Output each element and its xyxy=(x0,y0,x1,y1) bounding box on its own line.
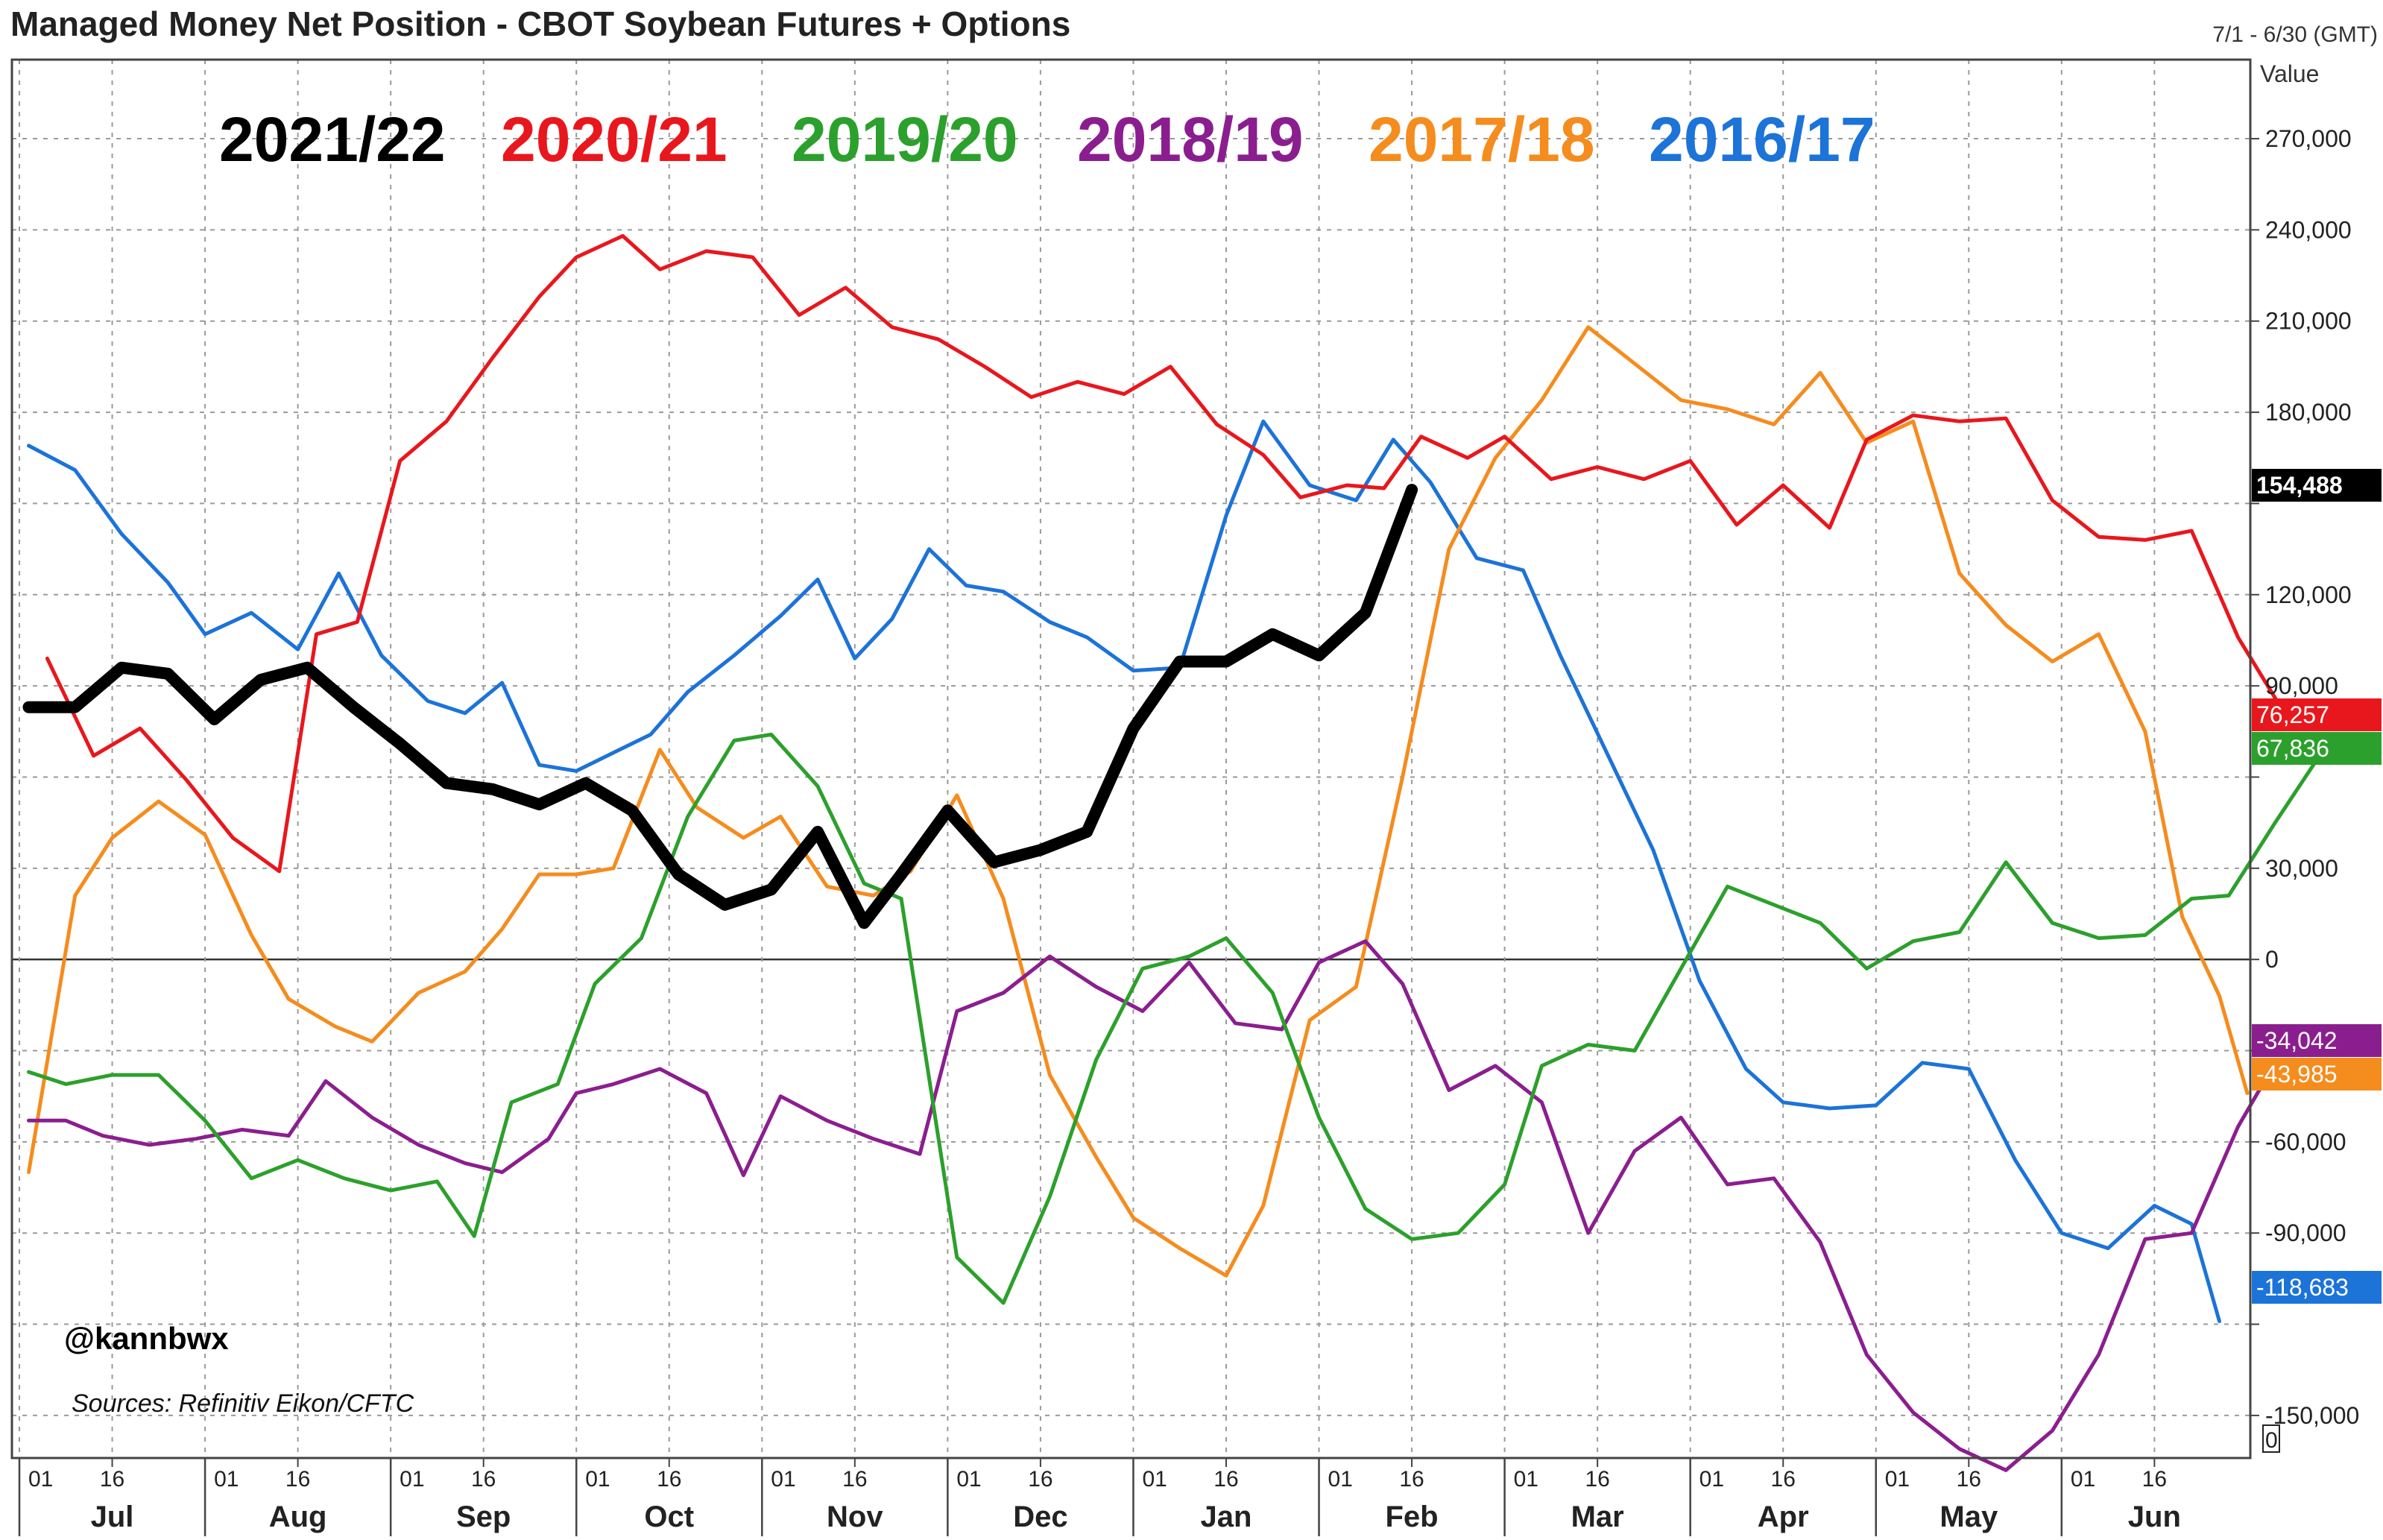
y-tick-label: -60,000 xyxy=(2265,1129,2346,1155)
y-tick-label: 270,000 xyxy=(2265,125,2352,152)
end-value-label: -34,042 xyxy=(2256,1027,2338,1054)
x-day-label: 16 xyxy=(285,1467,310,1492)
y-axis-bottom-marker-label: 0 xyxy=(2265,1428,2278,1453)
end-value-labels: 154,488 76,257 67,836 -34,042 -43,985 -118,68… xyxy=(2252,469,2382,1304)
y-tick-label: 180,000 xyxy=(2265,399,2352,426)
x-day-label: 01 xyxy=(1514,1467,1538,1492)
x-month-label: Aug xyxy=(269,1500,327,1533)
x-day-label: 01 xyxy=(2071,1467,2095,1492)
series-line-2017-18 xyxy=(27,325,2250,1278)
legend-item: 2016/17 xyxy=(1649,104,1875,174)
x-day-label: 01 xyxy=(1885,1467,1910,1492)
y-tick-label: 0 xyxy=(2265,946,2279,973)
x-month-label: Oct xyxy=(644,1500,694,1533)
y-tick-label: 240,000 xyxy=(2265,216,2352,243)
x-day-label: 16 xyxy=(842,1467,867,1492)
series-lines xyxy=(22,234,2323,1472)
end-value-box xyxy=(2252,1271,2382,1304)
legend-item: 2019/20 xyxy=(792,104,1018,174)
x-day-label: 16 xyxy=(1399,1467,1424,1492)
legend: 2021/22 2020/21 2019/20 2018/19 2017/18 2016/… xyxy=(219,104,1875,174)
x-day-label: 16 xyxy=(1771,1467,1796,1492)
end-value-label: 67,836 xyxy=(2256,735,2329,762)
y-tick-label: 90,000 xyxy=(2265,672,2338,699)
plot-frame xyxy=(10,58,2252,1459)
watermark: @kannbwx xyxy=(64,1321,229,1356)
end-value-box xyxy=(2252,469,2382,502)
x-day-label: 01 xyxy=(400,1467,424,1492)
end-value-box xyxy=(2252,1024,2382,1057)
x-day-label: 16 xyxy=(1028,1467,1052,1492)
x-month-label: Jan xyxy=(1201,1500,1252,1533)
x-day-label: 01 xyxy=(214,1467,239,1492)
end-value-label: 154,488 xyxy=(2256,472,2343,499)
legend-item: 2021/22 xyxy=(219,104,446,174)
x-month-label: Mar xyxy=(1571,1500,1624,1533)
x-day-label: 16 xyxy=(1213,1467,1238,1492)
x-day-label: 16 xyxy=(1957,1467,1981,1492)
x-day-label: 01 xyxy=(956,1467,981,1492)
x-day-label: 01 xyxy=(1142,1467,1167,1492)
x-month-label: Jun xyxy=(2128,1500,2181,1533)
series-line-2016-17 xyxy=(27,419,2221,1323)
x-month-label: Sep xyxy=(456,1500,511,1533)
legend-item: 2018/19 xyxy=(1077,104,1304,174)
x-day-label: 16 xyxy=(471,1467,496,1492)
x-month-label: Nov xyxy=(827,1500,883,1533)
end-value-box xyxy=(2252,732,2382,765)
end-value-box xyxy=(2252,1058,2382,1091)
x-day-label: 01 xyxy=(1699,1467,1724,1492)
y-tick-label: 30,000 xyxy=(2265,855,2338,882)
x-day-label: 16 xyxy=(657,1467,681,1492)
end-value-label: -118,683 xyxy=(2256,1274,2349,1301)
y-axis-title: Value xyxy=(2260,60,2319,87)
x-day-label: 16 xyxy=(100,1467,124,1492)
date-range-label: 7/1 - 6/30 (GMT) xyxy=(2212,22,2378,47)
legend-item: 2020/21 xyxy=(501,104,727,174)
x-day-label: 01 xyxy=(585,1467,610,1492)
y-axis: 270,000 240,000 210,000 180,000 120,000 90,00… xyxy=(2250,125,2359,1453)
y-tick-label: -150,000 xyxy=(2265,1402,2359,1429)
x-axis: 01 16 Jul 01 16 Aug 01 16 Sep 01 16 Oct 01 16 Nov 01 16 D… xyxy=(18,1458,2181,1536)
x-month-label: Jul xyxy=(91,1500,134,1533)
y-tick-label: -90,000 xyxy=(2265,1219,2346,1246)
series-line-2019-20 xyxy=(27,732,2323,1305)
x-month-label: Dec xyxy=(1013,1500,1067,1533)
legend-item: 2017/18 xyxy=(1369,104,1595,174)
x-month-label: Feb xyxy=(1386,1500,1439,1533)
series-line-2018-19 xyxy=(27,939,2277,1472)
series-line-2021-22 xyxy=(22,484,1418,930)
end-value-box xyxy=(2252,698,2382,731)
x-day-label: 01 xyxy=(1328,1467,1353,1492)
x-day-label: 16 xyxy=(2142,1467,2167,1492)
chart-title: Managed Money Net Position - CBOT Soybea… xyxy=(10,4,1070,43)
end-value-label: -43,985 xyxy=(2256,1061,2338,1088)
x-month-label: May xyxy=(1939,1500,1998,1533)
series-line-2020-21 xyxy=(45,234,2323,874)
y-tick-label: 210,000 xyxy=(2265,308,2352,335)
x-day-label: 01 xyxy=(771,1467,795,1492)
end-value-label: 76,257 xyxy=(2256,701,2329,728)
x-day-label: 01 xyxy=(28,1467,53,1492)
x-month-label: Apr xyxy=(1758,1500,1809,1533)
y-axis-bottom-marker xyxy=(2262,1424,2280,1453)
x-day-label: 16 xyxy=(1585,1467,1609,1492)
y-tick-label: 120,000 xyxy=(2265,581,2352,608)
source-note: Sources: Refinitiv Eikon/CFTC xyxy=(72,1389,414,1418)
